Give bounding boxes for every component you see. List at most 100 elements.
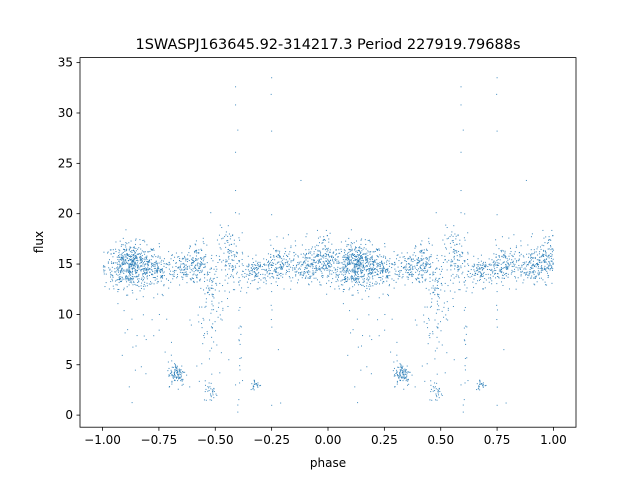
data-point	[171, 374, 173, 376]
data-point	[150, 283, 152, 285]
data-point	[344, 261, 346, 263]
data-point	[402, 372, 404, 374]
data-point	[192, 257, 194, 259]
data-point	[185, 264, 187, 266]
data-point	[186, 268, 188, 270]
data-point	[182, 276, 184, 278]
data-point	[497, 265, 499, 267]
data-point	[350, 244, 352, 246]
data-point	[503, 349, 505, 351]
data-point	[132, 270, 133, 272]
data-point	[437, 288, 439, 290]
data-point	[428, 260, 430, 262]
data-point	[271, 309, 273, 311]
data-point	[397, 274, 399, 276]
data-point	[496, 309, 498, 311]
data-point	[236, 271, 238, 273]
data-point	[205, 287, 207, 289]
data-point	[171, 380, 173, 382]
data-point	[365, 258, 367, 260]
data-point	[189, 246, 191, 248]
data-point	[273, 262, 275, 264]
data-point	[251, 280, 253, 282]
data-point	[334, 258, 336, 260]
data-point	[448, 237, 449, 239]
data-point	[129, 267, 131, 269]
data-point	[184, 271, 186, 273]
data-point	[533, 273, 535, 275]
data-point	[318, 269, 320, 271]
y-tick-label: 20	[58, 207, 73, 221]
data-point	[340, 280, 342, 282]
data-point	[171, 374, 173, 376]
data-point	[368, 278, 370, 280]
data-point	[403, 377, 405, 379]
data-point	[130, 266, 132, 268]
data-point	[294, 271, 296, 273]
data-point	[418, 261, 420, 263]
data-point	[238, 309, 240, 311]
data-point	[155, 256, 157, 258]
data-point	[228, 291, 230, 293]
data-point	[332, 278, 334, 280]
data-point	[218, 290, 220, 292]
data-point	[181, 384, 183, 386]
data-point	[540, 270, 542, 272]
data-point	[263, 258, 265, 260]
data-point	[195, 258, 197, 260]
data-point	[482, 382, 484, 384]
data-point	[124, 332, 126, 334]
data-point	[365, 269, 367, 271]
data-point	[477, 269, 479, 271]
data-point	[391, 267, 393, 269]
data-point	[338, 262, 340, 264]
data-point	[418, 268, 420, 270]
data-point	[347, 262, 349, 264]
data-point	[204, 293, 206, 295]
data-point	[112, 262, 114, 264]
data-point	[105, 282, 107, 284]
data-point	[467, 251, 469, 253]
data-point	[376, 273, 378, 275]
data-point	[427, 327, 429, 329]
data-point	[477, 258, 479, 260]
data-point	[359, 259, 361, 261]
data-point	[143, 288, 145, 290]
data-point	[358, 261, 360, 263]
data-point	[535, 264, 537, 266]
data-point	[368, 239, 370, 241]
data-point	[320, 270, 322, 272]
data-point	[482, 268, 484, 270]
data-point	[552, 263, 554, 265]
data-point	[138, 273, 140, 275]
data-point	[437, 391, 439, 393]
data-point	[204, 265, 206, 267]
data-point	[319, 236, 321, 238]
data-point	[258, 265, 260, 267]
data-point	[256, 288, 258, 290]
data-point	[476, 264, 478, 266]
data-point	[138, 278, 140, 280]
data-point	[325, 255, 327, 257]
data-point	[523, 272, 525, 274]
data-point	[153, 262, 155, 264]
data-point	[369, 241, 371, 243]
data-point	[180, 380, 182, 382]
data-point	[201, 249, 203, 251]
data-point	[182, 278, 184, 280]
data-point	[496, 404, 498, 406]
data-point	[259, 265, 261, 267]
data-point	[163, 284, 165, 286]
data-point	[403, 267, 405, 269]
data-point	[403, 256, 405, 258]
data-point	[264, 274, 266, 276]
data-point	[176, 370, 178, 372]
data-point	[180, 369, 182, 371]
data-point	[532, 260, 534, 262]
data-point	[434, 382, 436, 384]
data-point	[283, 264, 285, 266]
data-point	[452, 282, 454, 284]
data-point	[437, 326, 439, 328]
data-point	[546, 255, 548, 257]
data-point	[198, 272, 200, 274]
